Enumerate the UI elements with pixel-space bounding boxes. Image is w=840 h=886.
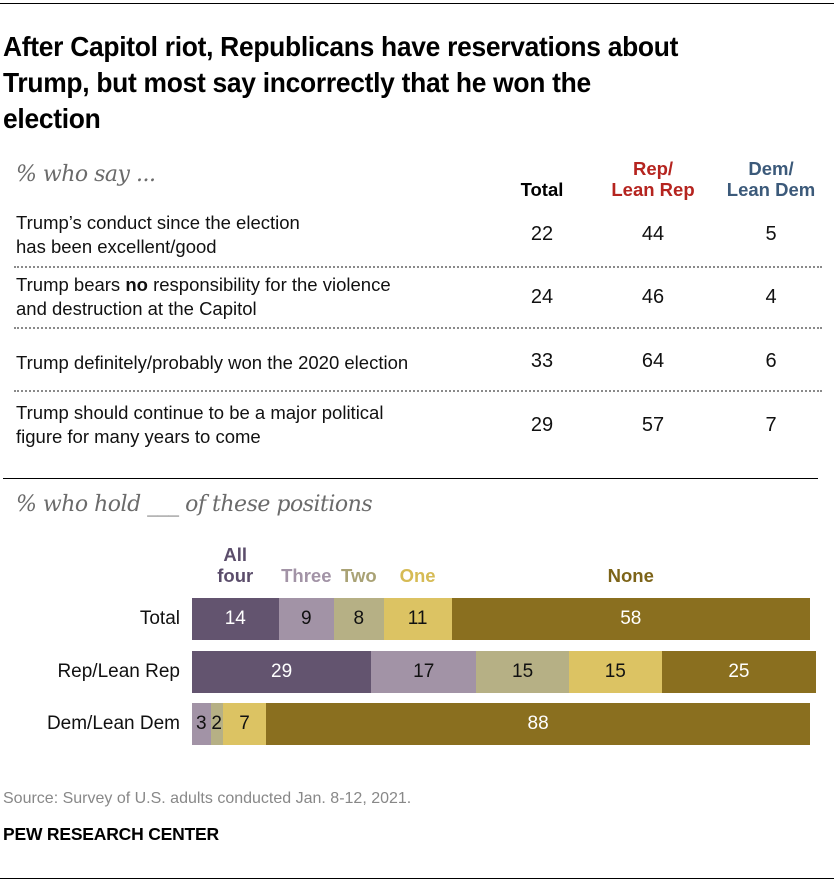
- legend-line: All: [223, 544, 248, 565]
- bar-data-label: 11: [407, 608, 428, 629]
- bar-data-label: 15: [512, 661, 534, 682]
- value-dem: 6: [765, 350, 777, 372]
- row-text-line: has been excellent/good: [16, 236, 217, 257]
- source-note: Source: Survey of U.S. adults conducted …: [3, 790, 412, 807]
- title-line: election: [3, 103, 101, 134]
- value-dem: 7: [765, 414, 777, 436]
- table-row-text: Trump definitely/probably won the 2020 e…: [16, 351, 408, 375]
- column-header-total: Total: [502, 158, 582, 200]
- bar-data-label: 58: [620, 608, 642, 629]
- row-text-emphasis: no: [125, 274, 148, 295]
- chart-title: After Capitol riot, Republicans have res…: [3, 29, 800, 137]
- legend-all-four: All four: [195, 544, 275, 586]
- row-text-line: Trump definitely/probably won the 2020 e…: [16, 352, 409, 373]
- column-header-rep: Rep/ Lean Rep: [598, 158, 708, 200]
- legend-two: Two: [319, 565, 399, 586]
- bar-row-label: Total: [139, 608, 180, 629]
- bar-data-label: 17: [413, 661, 435, 682]
- row-text-line: figure for many years to come: [16, 426, 261, 447]
- table-row-text: Trump should continue to be a major poli…: [16, 401, 383, 449]
- legend-line: Three: [281, 565, 332, 586]
- column-header-line: Total: [520, 179, 564, 200]
- row-text-line: Trump’s conduct since the election: [16, 212, 300, 233]
- value-total: 24: [530, 286, 554, 308]
- value-rep: 46: [641, 286, 665, 308]
- bar-segment-three: 3: [192, 703, 211, 745]
- bottom-rule: [0, 878, 834, 879]
- row-text-line: Trump bears no responsibility for the vi…: [16, 273, 391, 297]
- table-subhead: % who say ...: [16, 162, 156, 187]
- legend-three: Three: [266, 565, 346, 586]
- bar-segment-none: 58: [451, 598, 810, 640]
- column-header-line: Dem/: [748, 158, 794, 179]
- value-dem: 4: [765, 286, 777, 308]
- bar-segment-all-four: 14: [192, 598, 279, 640]
- row-divider: [14, 390, 822, 392]
- section-rule: [3, 478, 818, 479]
- title-line: After Capitol riot, Republicans have res…: [3, 31, 679, 62]
- bar-row-label: Dem/Lean Dem: [46, 713, 180, 734]
- column-header-line: Lean Rep: [611, 179, 695, 200]
- top-rule: [0, 3, 834, 4]
- bar-segment-none: 25: [661, 651, 817, 693]
- column-header-line: Lean Dem: [726, 179, 816, 200]
- legend-none: None: [591, 565, 671, 586]
- bar-data-label: 14: [224, 608, 246, 629]
- column-header-dem: Dem/ Lean Dem: [716, 158, 826, 200]
- table-row-text: Trump bears no responsibility for the vi…: [16, 273, 391, 321]
- bar-data-label: 9: [301, 608, 312, 629]
- legend-one: One: [378, 565, 458, 586]
- brand-logo-text: PEW RESEARCH CENTER: [3, 824, 219, 844]
- title-line: Trump, but most say incorrectly that he …: [3, 67, 591, 98]
- legend-line: Two: [341, 565, 377, 586]
- bar-segment-two: 8: [334, 598, 384, 640]
- bar-segment-two: 15: [476, 651, 569, 693]
- value-total: 29: [530, 414, 554, 436]
- bar-segment-three: 9: [278, 598, 335, 640]
- legend-line: One: [399, 565, 436, 586]
- bar-data-label: 25: [728, 661, 750, 682]
- row-text-line: Trump should continue to be a major poli…: [16, 402, 384, 423]
- bar-segment-one: 11: [383, 598, 452, 640]
- bar-segment-two: 2: [210, 703, 223, 745]
- row-text-segment: responsibility for the violence: [147, 274, 391, 295]
- value-total: 33: [530, 350, 554, 372]
- legend-line: None: [607, 565, 654, 586]
- column-header-line: [502, 158, 582, 179]
- chart-subhead: % who hold ___ of these positions: [16, 492, 373, 517]
- table-row-text: Trump’s conduct since the election has b…: [16, 211, 300, 259]
- value-rep: 57: [641, 414, 665, 436]
- bar-data-label: 2: [211, 713, 222, 734]
- value-rep: 64: [641, 350, 665, 372]
- bar-segment-all-four: 29: [192, 651, 372, 693]
- bar-row-label: Rep/Lean Rep: [57, 661, 180, 682]
- bar-data-label: 8: [353, 608, 365, 629]
- row-text-line: and destruction at the Capitol: [16, 298, 257, 319]
- legend-line: four: [217, 565, 254, 586]
- bar-segment-none: 88: [266, 703, 810, 745]
- bar-data-label: 3: [195, 713, 207, 734]
- value-dem: 5: [765, 223, 777, 245]
- bar-data-label: 7: [239, 713, 250, 734]
- bar-data-label: 15: [604, 661, 626, 682]
- column-header-line: Rep/: [632, 158, 674, 179]
- value-total: 22: [530, 223, 554, 245]
- bar-segment-three: 17: [371, 651, 477, 693]
- row-text-segment: Trump bears: [16, 274, 126, 295]
- row-divider: [14, 327, 822, 329]
- value-rep: 44: [641, 223, 665, 245]
- bar-segment-one: 7: [222, 703, 267, 745]
- bar-data-label: 88: [527, 713, 549, 734]
- row-divider: [14, 266, 822, 268]
- bar-segment-one: 15: [568, 651, 662, 693]
- bar-data-label: 29: [271, 661, 293, 682]
